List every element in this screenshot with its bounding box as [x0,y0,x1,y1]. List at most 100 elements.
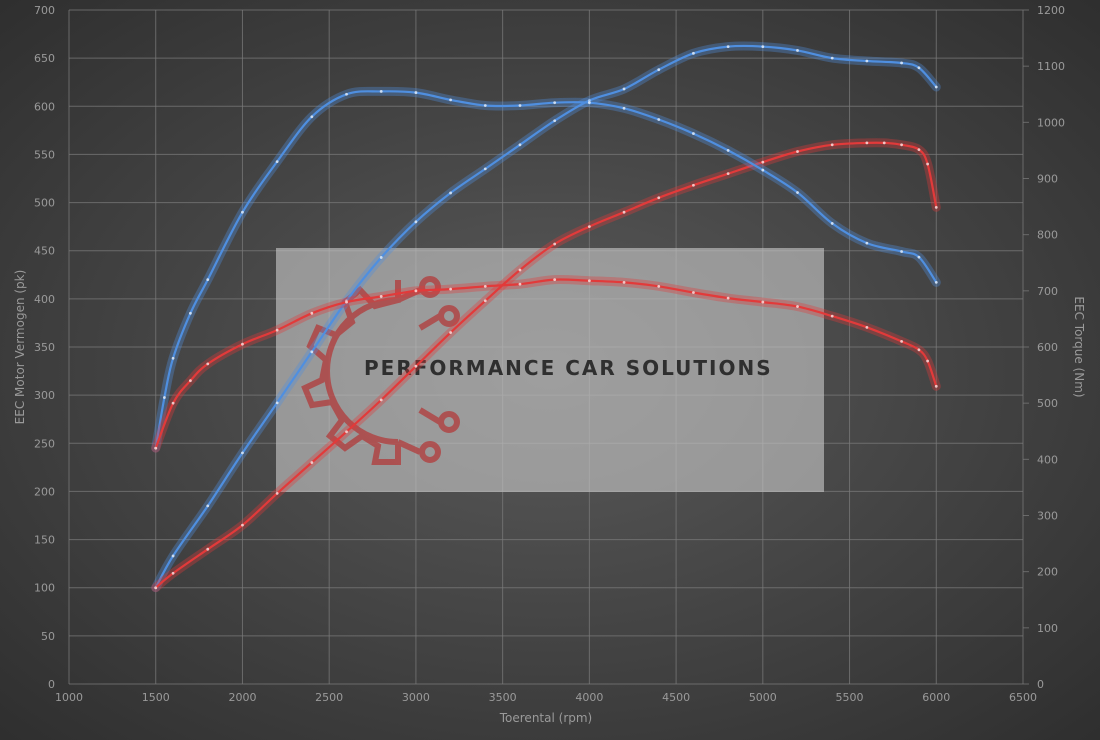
y2-tick-label: 1000 [1037,116,1065,129]
data-point [171,571,175,575]
data-point [926,162,929,166]
y2-tick-label: 700 [1037,285,1058,298]
data-point [587,101,591,105]
series-layer [151,41,941,593]
y-tick-label: 450 [34,245,55,258]
series-3 [151,86,941,453]
data-point [900,61,903,65]
data-point [692,183,695,187]
x-tick-label: 4000 [575,691,603,704]
data-point [865,325,869,329]
data-point [518,143,522,147]
data-point [796,305,799,308]
data-point [726,45,730,48]
data-point [657,68,661,72]
data-point [483,167,487,171]
x-tick-label: 4500 [662,691,690,704]
data-point [917,148,921,152]
data-point [483,299,487,303]
y-tick-label: 600 [34,100,55,113]
data-point [900,339,903,343]
data-point [726,296,730,300]
y-tick-label: 100 [34,582,55,595]
data-point [726,172,730,176]
x-tick-label: 6000 [922,691,950,704]
data-point [830,143,834,147]
data-point [622,106,626,110]
x-tick-label: 6500 [1009,691,1037,704]
data-point [934,205,938,209]
data-point [865,59,869,63]
y2-axis-label: EEC Torque (Nm) [1072,296,1086,397]
data-point [917,255,921,259]
y-tick-label: 500 [34,197,55,210]
series-2 [151,138,941,593]
data-point [657,118,661,121]
data-point [345,300,348,304]
data-point [310,311,314,315]
data-point [154,446,158,450]
y-tick-label: 250 [34,437,55,450]
data-point [206,504,210,508]
gear-logo-icon [301,276,460,465]
y2-tick-label: 800 [1037,229,1058,242]
data-point [761,45,765,48]
y2-tick-label: 100 [1037,622,1058,635]
data-point [692,291,695,294]
data-point [726,149,730,152]
data-point [241,451,244,455]
data-point [796,191,799,194]
data-point [310,115,314,119]
data-point [171,356,175,360]
y2-tick-label: 1100 [1037,60,1065,73]
data-point [917,66,921,70]
data-point [189,379,192,383]
series-4 [151,274,941,453]
data-point [379,398,383,402]
data-point [275,401,279,405]
data-point [761,300,765,304]
data-point [241,210,244,214]
y-tick-label: 0 [48,678,55,691]
data-point [622,87,626,91]
data-point [189,311,192,315]
data-point [934,281,938,284]
data-point [310,461,314,464]
data-point [553,119,557,123]
data-point [934,384,938,388]
data-point [692,132,695,135]
data-point [518,268,522,272]
watermark-box [276,248,824,492]
y2-tick-label: 300 [1037,510,1058,523]
data-point [449,331,452,334]
data-point [830,56,834,60]
data-point [163,396,166,399]
watermark: PERFORMANCE CAR SOLUTIONS [276,248,824,492]
data-point [900,250,903,253]
y2-tick-label: 200 [1037,566,1058,579]
data-point [587,99,591,102]
data-point [587,279,591,283]
data-point [206,547,210,551]
data-point [796,150,799,153]
y-tick-label: 150 [34,534,55,547]
data-point [171,401,175,405]
y-tick-label: 700 [34,4,55,17]
data-point [275,328,279,332]
y-tick-label: 50 [41,630,55,643]
y-axis-label: EEC Motor Vermogen (pk) [13,270,27,425]
data-point [934,85,938,89]
data-point [449,191,452,195]
data-point [449,287,452,291]
series-1 [151,41,941,593]
data-point [553,101,557,105]
y-tick-label: 300 [34,389,55,402]
data-point [483,284,487,288]
data-point [414,364,418,368]
data-point [379,295,383,298]
x-tick-label: 3500 [489,691,517,704]
data-point [518,104,522,107]
data-point [379,256,383,259]
data-point [761,160,765,164]
